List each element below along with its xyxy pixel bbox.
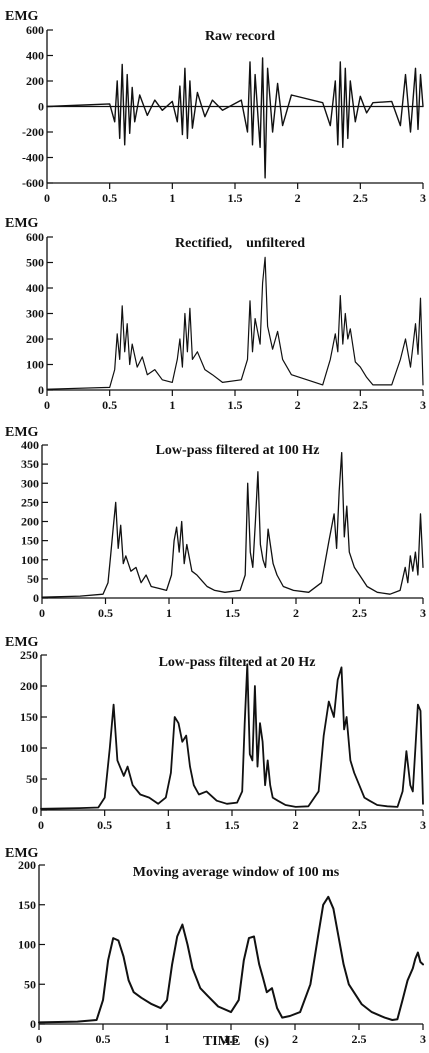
y-tick-label: 50 — [27, 572, 39, 586]
panel-title: Low-pass filtered at 20 Hz — [159, 655, 316, 670]
y-tick-label: 0 — [33, 591, 39, 605]
x-tick-label: 2.5 — [353, 398, 368, 412]
x-tick-label: 0.5 — [96, 1032, 111, 1046]
x-tick-label: 2.5 — [353, 191, 368, 205]
panel-title: Moving average window of 100 ms — [133, 865, 340, 880]
y-tick-label: 200 — [26, 74, 44, 88]
x-tick-label: 0 — [39, 606, 45, 620]
y-tick-label: 600 — [26, 23, 44, 37]
series-line-panel-5 — [38, 895, 424, 1024]
x-tick-label: 3 — [420, 1032, 426, 1046]
x-tick-label: 3 — [420, 818, 426, 832]
x-tick-label: 0 — [38, 818, 44, 832]
panel-4: 250 200 150 100 50 00 0.5 1 1.5 2 2.5 3 Low-pass fil… — [5, 635, 426, 832]
series-line-panel-4 — [40, 663, 424, 810]
y-tick-label: 50 — [26, 772, 38, 786]
x-tick-label: 2 — [295, 398, 301, 412]
panel-title: Low-pass filtered at 100 Hz — [156, 443, 320, 458]
y-tick-label: 600 — [26, 230, 44, 244]
y-tick-label: 100 — [20, 741, 38, 755]
y-tick-label: 400 — [26, 49, 44, 63]
y-tick-label: 250 — [21, 495, 39, 509]
x-axis-label: TIME (s) — [203, 1034, 269, 1049]
y-axis-label: EMG — [5, 9, 39, 24]
y-tick-label: 300 — [26, 307, 44, 321]
y-tick-label: 0 — [38, 383, 44, 397]
x-tick-label: 1.5 — [228, 191, 243, 205]
y-axis-label: EMG — [5, 846, 39, 861]
y-axis-label: EMG — [5, 425, 39, 440]
y-tick-label: 50 — [24, 977, 36, 991]
y-tick-label: 0 — [30, 1017, 36, 1031]
x-tick-label: 3 — [420, 398, 426, 412]
y-tick-label: -400 — [22, 151, 44, 165]
x-tick-label: 1.5 — [228, 398, 243, 412]
panel-5: 200 150 100 50 00 0.5 1 1.5 2 2.5 3 Moving average … — [5, 846, 426, 1049]
x-tick-label: 0.5 — [102, 191, 117, 205]
series-line-panel-1 — [46, 57, 424, 179]
y-tick-label: 200 — [21, 515, 39, 529]
y-tick-label: 500 — [26, 256, 44, 270]
x-tick-label: 1 — [166, 606, 172, 620]
x-tick-label: 1.5 — [225, 606, 240, 620]
x-tick-label: 0 — [36, 1032, 42, 1046]
x-tick-label: 3 — [420, 606, 426, 620]
x-tick-label: 1 — [164, 1032, 170, 1046]
x-tick-label: 1 — [169, 191, 175, 205]
x-tick-label: 1 — [169, 398, 175, 412]
panel-title: Raw record — [205, 29, 275, 44]
x-tick-label: 3 — [420, 191, 426, 205]
x-tick-label: 2.5 — [352, 606, 367, 620]
x-tick-label: 2 — [292, 1032, 298, 1046]
x-tick-label: 0 — [44, 398, 50, 412]
y-tick-label: 100 — [21, 553, 39, 567]
y-tick-label: 0 — [32, 803, 38, 817]
y-tick-label: 400 — [26, 281, 44, 295]
x-tick-label: 0 — [44, 191, 50, 205]
y-tick-label: -200 — [22, 125, 44, 139]
x-tick-label: 0.5 — [102, 398, 117, 412]
panel-2: 600 500 400 300 200 100 00 0.5 1 1.5 2 2.5 3 Rectifie… — [5, 216, 426, 412]
x-tick-label: 0.5 — [98, 606, 113, 620]
x-tick-label: 2.5 — [352, 1032, 367, 1046]
y-tick-label: 200 — [18, 858, 36, 872]
x-tick-label: 2.5 — [352, 818, 367, 832]
y-tick-label: 150 — [20, 710, 38, 724]
panel-title: Rectified, unfiltered — [175, 236, 305, 251]
y-tick-label: 250 — [20, 648, 38, 662]
y-tick-label: 300 — [21, 476, 39, 490]
y-axis-label: EMG — [5, 216, 39, 231]
y-tick-label: 200 — [26, 332, 44, 346]
y-tick-label: 350 — [21, 457, 39, 471]
x-tick-label: 2 — [295, 191, 301, 205]
series-line-panel-2 — [46, 256, 424, 390]
y-tick-label: 100 — [26, 358, 44, 372]
y-tick-label: 150 — [18, 898, 36, 912]
x-tick-label: 0.5 — [97, 818, 112, 832]
y-tick-label: -600 — [22, 176, 44, 190]
panel-3: 400 350 300 250 200 150 100 50 00 0.5 1 1.5 2 2.5 3 Low… — [5, 425, 426, 620]
y-tick-label: 0 — [38, 100, 44, 114]
x-tick-label: 1.5 — [225, 818, 240, 832]
y-tick-label: 200 — [20, 679, 38, 693]
x-tick-label: 2 — [293, 606, 299, 620]
y-axis-label: EMG — [5, 635, 39, 650]
series-line-panel-3 — [41, 451, 424, 598]
y-tick-label: 400 — [21, 438, 39, 452]
y-tick-label: 100 — [18, 938, 36, 952]
x-tick-label: 1 — [165, 818, 171, 832]
x-tick-label: 1.5 — [224, 1032, 239, 1046]
y-tick-label: 150 — [21, 534, 39, 548]
x-tick-label: 2 — [293, 818, 299, 832]
